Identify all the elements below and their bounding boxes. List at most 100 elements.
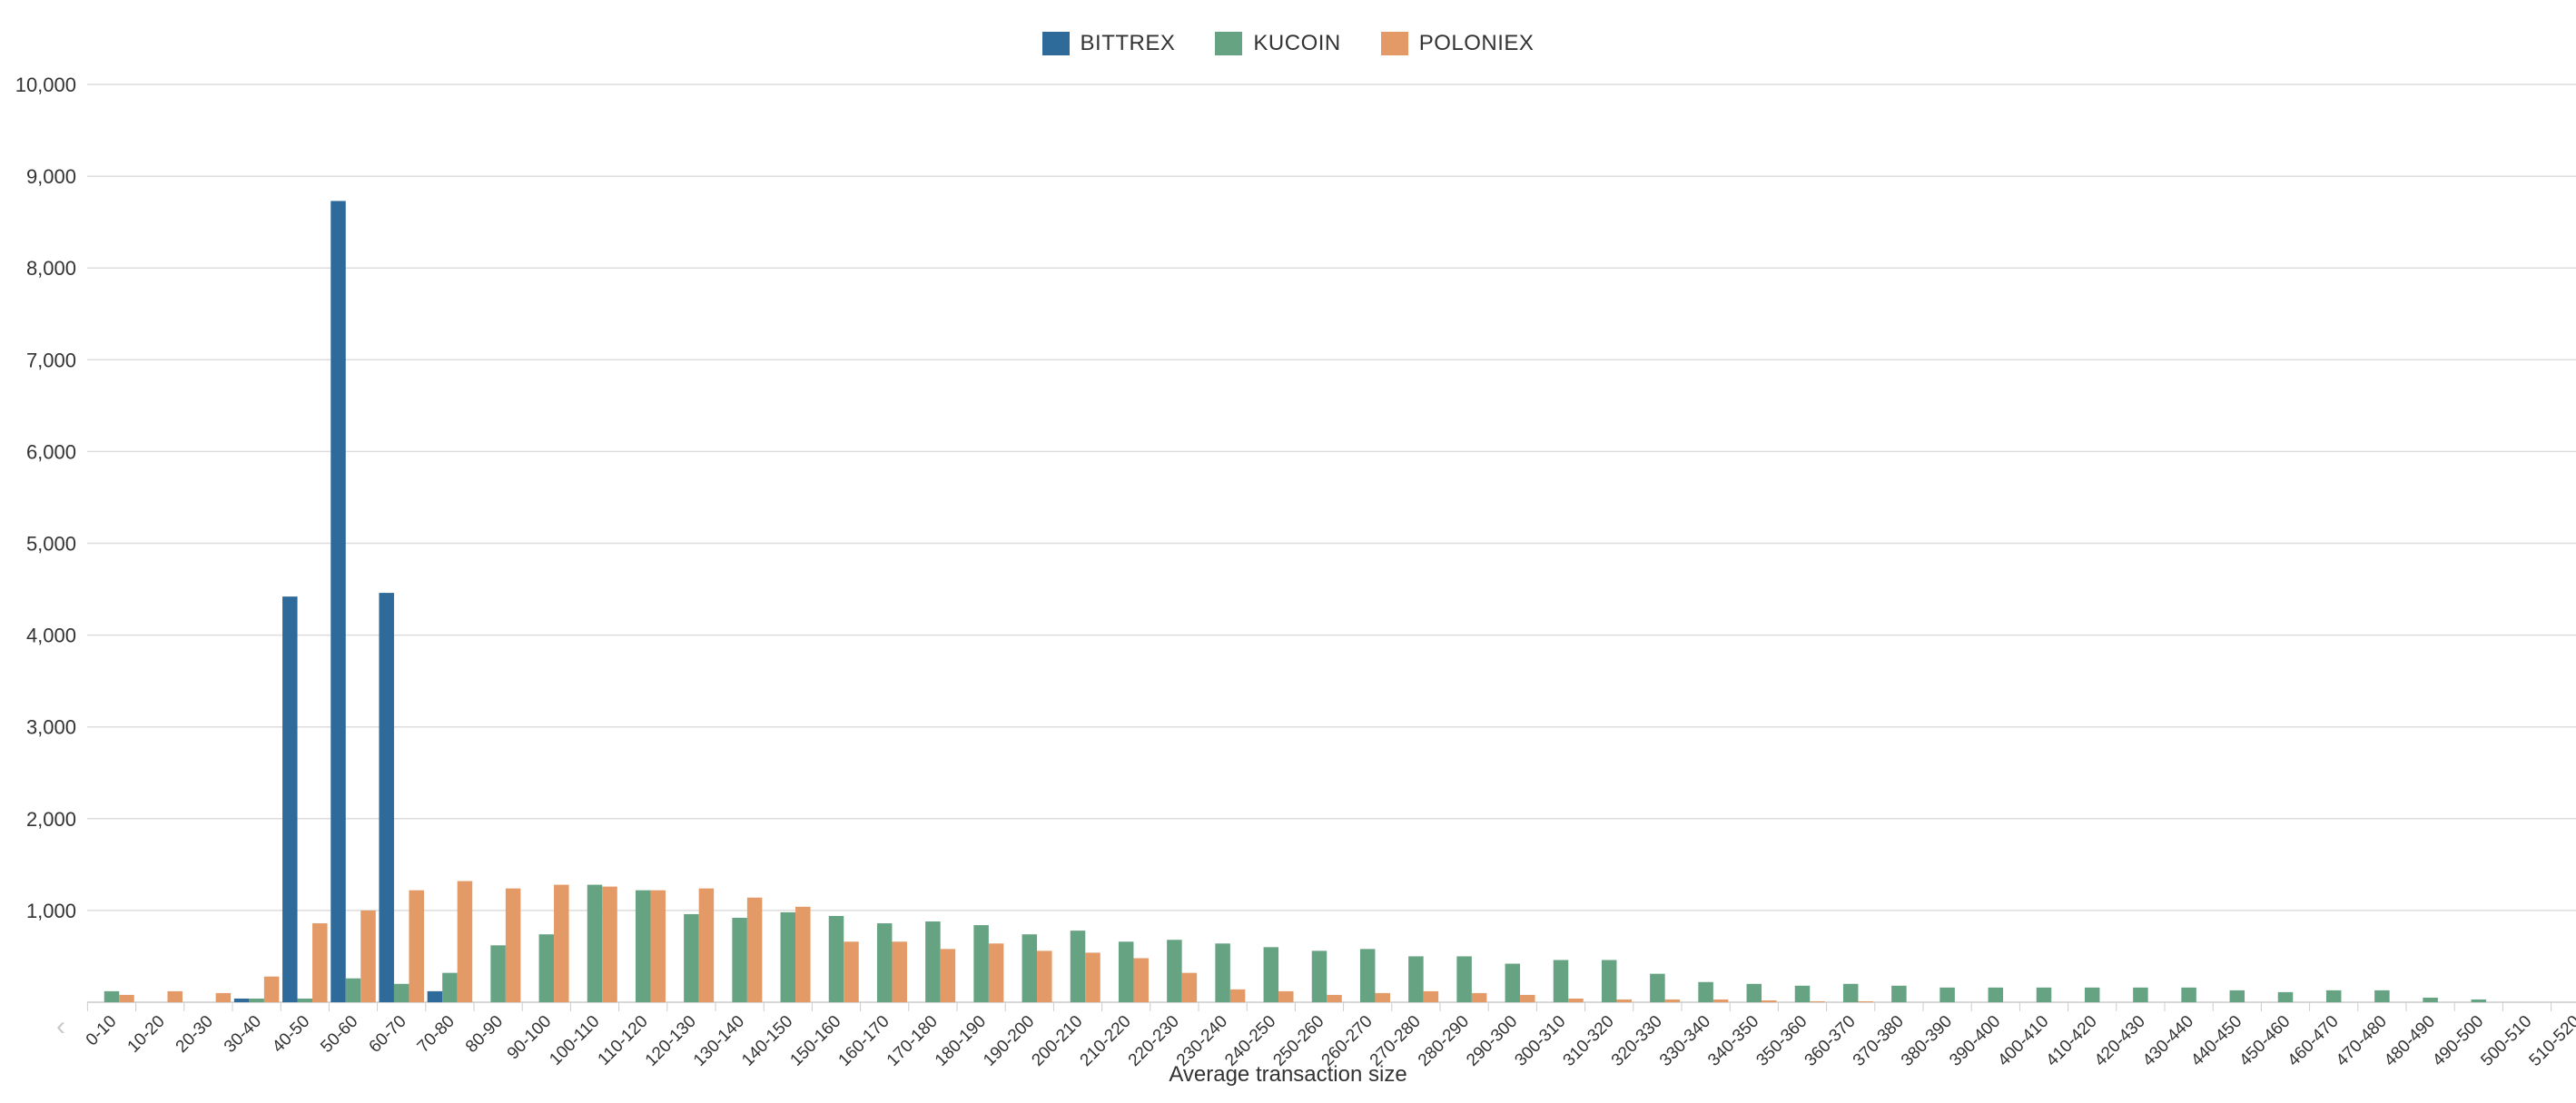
bar-kucoin-60-70 [393,983,410,1002]
legend-item-kucoin[interactable]: KUCOIN [1215,31,1340,56]
bar-kucoin-280-290 [1456,956,1472,1002]
bar-kucoin-440-450 [2229,990,2245,1002]
bar-bittrex-70-80 [427,990,443,1002]
bar-poloniex-80-90 [505,888,521,1002]
y-tick-label: 5,000 [26,533,76,556]
y-tick-label: 3,000 [26,716,76,739]
legend-label-kucoin: KUCOIN [1253,31,1341,55]
bar-poloniex-110-120 [650,890,666,1002]
y-tick-label: 10,000 [15,74,76,96]
bar-poloniex-100-110 [602,886,617,1002]
legend-label-poloniex: POLONIEX [1418,31,1535,55]
bar-poloniex-70-80 [457,881,473,1002]
legend-swatch-kucoin [1215,32,1243,55]
bar-poloniex-220-230 [1181,972,1198,1002]
x-tick-label: 100-110 [546,1012,603,1069]
bar-bittrex-30-40 [233,998,250,1002]
bar-poloniex-270-280 [1423,990,1439,1002]
bar-kucoin-250-260 [1311,950,1327,1002]
legend-item-poloniex[interactable]: POLONIEX [1380,31,1535,56]
bar-kucoin-50-60 [345,978,361,1002]
bar-poloniex-280-290 [1471,992,1487,1002]
bar-kucoin-90-100 [538,934,555,1002]
y-tick-label: 6,000 [26,440,76,463]
legend-swatch-poloniex [1380,32,1408,55]
bar-kucoin-100-110 [587,884,603,1002]
bar-kucoin-170-180 [925,921,941,1002]
bar-kucoin-410-420 [2084,987,2100,1002]
bar-kucoin-220-230 [1167,940,1182,1002]
bar-kucoin-210-220 [1118,941,1134,1002]
bar-poloniex-250-260 [1327,994,1342,1002]
y-tick-label: 2,000 [26,808,76,831]
bar-kucoin-450-460 [2277,991,2294,1002]
bar-kucoin-240-250 [1263,947,1279,1002]
bar-bittrex-40-50 [282,596,298,1002]
bar-poloniex-20-30 [215,992,232,1002]
bar-kucoin-150-160 [828,915,844,1002]
bar-poloniex-260-270 [1375,992,1390,1002]
bar-kucoin-270-280 [1408,956,1424,1002]
legend: BITTREX KUCOIN POLONIEX [0,31,2576,56]
bar-kucoin-320-330 [1650,973,1665,1002]
x-tick-label: 30-40 [221,1012,265,1057]
bar-kucoin-200-210 [1070,931,1086,1002]
bar-poloniex-210-220 [1133,958,1149,1002]
bar-kucoin-370-380 [1891,985,1907,1002]
bar-kucoin-490-500 [2471,999,2487,1002]
y-tick-label: 7,000 [26,349,76,371]
bar-kucoin-140-150 [780,911,796,1002]
bar-kucoin-470-480 [2374,990,2390,1002]
bar-kucoin-340-350 [1746,983,1762,1002]
bar-poloniex-140-150 [795,906,811,1002]
bar-kucoin-130-140 [732,917,747,1002]
bar-bittrex-50-60 [331,201,346,1003]
bar-kucoin-0-10 [104,990,120,1002]
bar-poloniex-320-330 [1664,999,1681,1002]
bar-kucoin-30-40 [249,998,264,1002]
bar-poloniex-190-200 [1037,950,1052,1002]
bar-poloniex-10-20 [167,990,183,1002]
bar-kucoin-230-240 [1215,943,1230,1002]
bar-poloniex-50-60 [360,910,376,1002]
x-tick-label: 60-70 [366,1012,410,1057]
bar-poloniex-200-210 [1085,952,1100,1002]
bar-kucoin-300-310 [1553,960,1569,1002]
scroll-left-arrow-icon[interactable]: ‹ [56,1011,65,1041]
bar-kucoin-420-430 [2133,987,2148,1002]
legend-item-bittrex[interactable]: BITTREX [1041,31,1176,56]
bar-poloniex-340-350 [1762,1000,1777,1002]
bar-poloniex-290-300 [1520,994,1535,1002]
bar-kucoin-110-120 [635,890,651,1002]
bar-bittrex-60-70 [379,593,394,1002]
bar-poloniex-330-340 [1712,999,1729,1002]
bar-poloniex-150-160 [844,941,859,1002]
bar-poloniex-230-240 [1229,989,1246,1002]
bar-poloniex-40-50 [312,923,328,1002]
y-tick-label: 9,000 [26,165,76,188]
bar-kucoin-260-270 [1359,949,1376,1002]
bar-poloniex-90-100 [554,884,569,1002]
x-tick-label: 70-80 [414,1012,459,1057]
bar-kucoin-290-300 [1505,963,1521,1002]
bar-kucoin-80-90 [490,945,506,1002]
x-axis-title: Average transaction size [1169,1062,1407,1087]
bar-kucoin-120-130 [684,913,699,1002]
x-tick-label: 0-10 [83,1012,121,1050]
bar-poloniex-0-10 [119,994,134,1002]
bar-kucoin-480-490 [2423,997,2438,1002]
bar-kucoin-70-80 [442,972,458,1002]
y-tick-label: 4,000 [26,625,76,647]
bar-kucoin-40-50 [297,998,313,1002]
bar-poloniex-350-360 [1810,1000,1825,1002]
x-tick-label: 10-20 [124,1012,169,1057]
bar-kucoin-390-400 [1988,987,2004,1002]
bar-kucoin-310-320 [1601,960,1617,1002]
bar-kucoin-180-190 [973,925,989,1002]
bar-poloniex-360-370 [1858,1000,1873,1002]
bar-kucoin-190-200 [1022,934,1038,1002]
bar-poloniex-310-320 [1616,999,1632,1002]
bar-poloniex-180-190 [988,943,1004,1002]
